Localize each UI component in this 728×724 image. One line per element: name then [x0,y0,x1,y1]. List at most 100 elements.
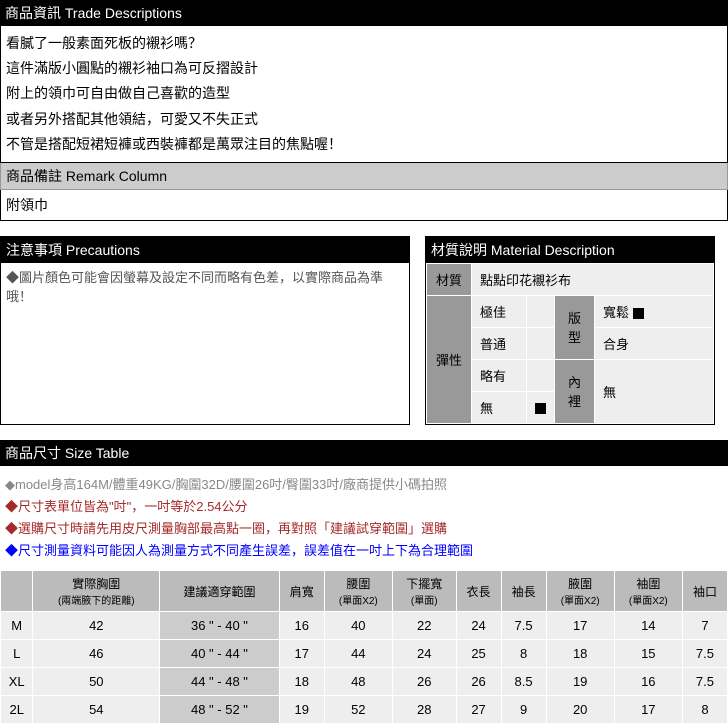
check-icon [535,403,546,414]
size-cell: 7.5 [682,640,727,668]
size-cell: L [1,640,33,668]
check-icon [633,308,644,319]
size-cell: 48 " - 52 " [160,696,280,724]
size-cell: 46 [33,640,160,668]
size-section: 商品尺寸 Size Table ◆model身高164M/體重49KG/胸圍32… [0,440,728,724]
size-col-header [1,571,33,612]
elastic-mark [527,391,555,423]
size-cell: 26 [456,668,501,696]
size-cell: 24 [392,640,456,668]
elastic-mark [527,359,555,391]
size-cell: 17 [279,640,324,668]
elastic-opt: 普通 [472,327,527,359]
size-col-header: 下擺寬(單面) [392,571,456,612]
material-table: 材質 點點印花襯衫布 彈性 極佳 版型 寬鬆 普通 合身 略有 內裡 無 [426,263,714,424]
trade-line: 或者另外搭配其他領結，可愛又不失正式 [6,107,722,132]
size-note: ◆尺寸表單位皆為"吋"，一吋等於2.54公分 [5,496,723,518]
size-cell: 16 [614,668,682,696]
size-cell: 52 [324,696,392,724]
material-box: 材質說明 Material Description 材質 點點印花襯衫布 彈性 … [425,236,715,425]
precautions-header: 注意事項 Precautions [1,237,409,263]
mat-value: 點點印花襯衫布 [472,263,714,295]
lining-value: 無 [595,359,714,423]
size-cell: 44 [324,640,392,668]
precautions-body: ◆圖片顏色可能會因螢幕及設定不同而略有色差，以實際商品為準哦！ [1,263,409,312]
size-col-header: 腋圍(單面X2) [546,571,614,612]
elastic-label: 彈性 [427,295,472,423]
size-col-header: 建議適穿範圍 [160,571,280,612]
size-col-header: 實際胸圍(兩端腋下的距離) [33,571,160,612]
size-col-header: 衣長 [456,571,501,612]
size-cell: 8.5 [501,668,546,696]
size-cell: 8 [682,696,727,724]
size-cell: 17 [614,696,682,724]
size-cell: 50 [33,668,160,696]
size-cell: 2L [1,696,33,724]
size-cell: XL [1,668,33,696]
size-cell: 14 [614,612,682,640]
size-cell: 20 [546,696,614,724]
size-cell: 48 [324,668,392,696]
material-header: 材質說明 Material Description [426,237,714,263]
precautions-box: 注意事項 Precautions ◆圖片顏色可能會因螢幕及設定不同而略有色差，以… [0,236,410,425]
size-cell: 19 [279,696,324,724]
elastic-opt: 極佳 [472,295,527,327]
size-cell: 42 [33,612,160,640]
trade-line: 附上的領巾可自由做自己喜歡的造型 [6,81,722,106]
size-cell: 18 [546,640,614,668]
size-cell: 25 [456,640,501,668]
mat-label: 材質 [427,263,472,295]
size-col-header: 腰圍(單面X2) [324,571,392,612]
size-cell: 7.5 [501,612,546,640]
size-cell: 15 [614,640,682,668]
size-cell: 9 [501,696,546,724]
trade-line: 這件滿版小圓點的襯衫袖口為可反摺設計 [6,56,722,81]
size-cell: M [1,612,33,640]
trade-body: 看膩了一般素面死板的襯衫嗎？ 這件滿版小圓點的襯衫袖口為可反摺設計 附上的領巾可… [0,26,728,163]
elastic-opt: 無 [472,391,527,423]
trade-header: 商品資訊 Trade Descriptions [0,0,728,26]
size-cell: 22 [392,612,456,640]
size-cell: 7.5 [682,668,727,696]
size-header: 商品尺寸 Size Table [0,440,728,466]
size-note: ◆model身高164M/體重49KG/胸圍32D/腰圍26吋/臀圍33吋/廠商… [5,474,723,496]
remark-body: 附領巾 [0,190,728,221]
size-cell: 24 [456,612,501,640]
size-col-header: 袖口 [682,571,727,612]
size-note: ◆選購尺寸時請先用皮尺測量胸部最高點一圈，再對照「建議試穿範圍」選購 [5,518,723,540]
size-cell: 28 [392,696,456,724]
size-col-header: 袖圍(單面X2) [614,571,682,612]
lining-label: 內裡 [555,359,595,423]
trade-line: 不管是搭配短裙短褲或西裝褲都是萬眾注目的焦點喔！ [6,132,722,157]
size-col-header: 肩寬 [279,571,324,612]
size-cell: 18 [279,668,324,696]
size-cell: 19 [546,668,614,696]
size-row: L4640 " - 44 "17442425818157.5 [1,640,728,668]
size-cell: 7 [682,612,727,640]
size-cell: 17 [546,612,614,640]
fit-opt: 合身 [595,327,714,359]
elastic-mark [527,295,555,327]
size-notes: ◆model身高164M/體重49KG/胸圍32D/腰圍26吋/臀圍33吋/廠商… [0,466,728,570]
size-row: 2L5448 " - 52 "19522827920178 [1,696,728,724]
size-table: 實際胸圍(兩端腋下的距離)建議適穿範圍肩寬腰圍(單面X2)下擺寬(單面)衣長袖長… [0,570,728,724]
fit-opt: 寬鬆 [595,295,714,327]
fit-label: 版型 [555,295,595,359]
size-cell: 54 [33,696,160,724]
remark-header: 商品備註 Remark Column [0,163,728,190]
size-cell: 27 [456,696,501,724]
size-cell: 40 [324,612,392,640]
size-cell: 16 [279,612,324,640]
trade-line: 看膩了一般素面死板的襯衫嗎？ [6,31,722,56]
size-note: ◆尺寸測量資料可能因人為測量方式不同產生誤差，誤差值在一吋上下為合理範圍 [5,540,723,562]
size-cell: 40 " - 44 " [160,640,280,668]
size-cell: 26 [392,668,456,696]
size-row: XL5044 " - 48 "184826268.519167.5 [1,668,728,696]
size-col-header: 袖長 [501,571,546,612]
size-cell: 8 [501,640,546,668]
elastic-mark [527,327,555,359]
size-cell: 36 " - 40 " [160,612,280,640]
elastic-opt: 略有 [472,359,527,391]
size-cell: 44 " - 48 " [160,668,280,696]
size-row: M4236 " - 40 "164022247.517147 [1,612,728,640]
